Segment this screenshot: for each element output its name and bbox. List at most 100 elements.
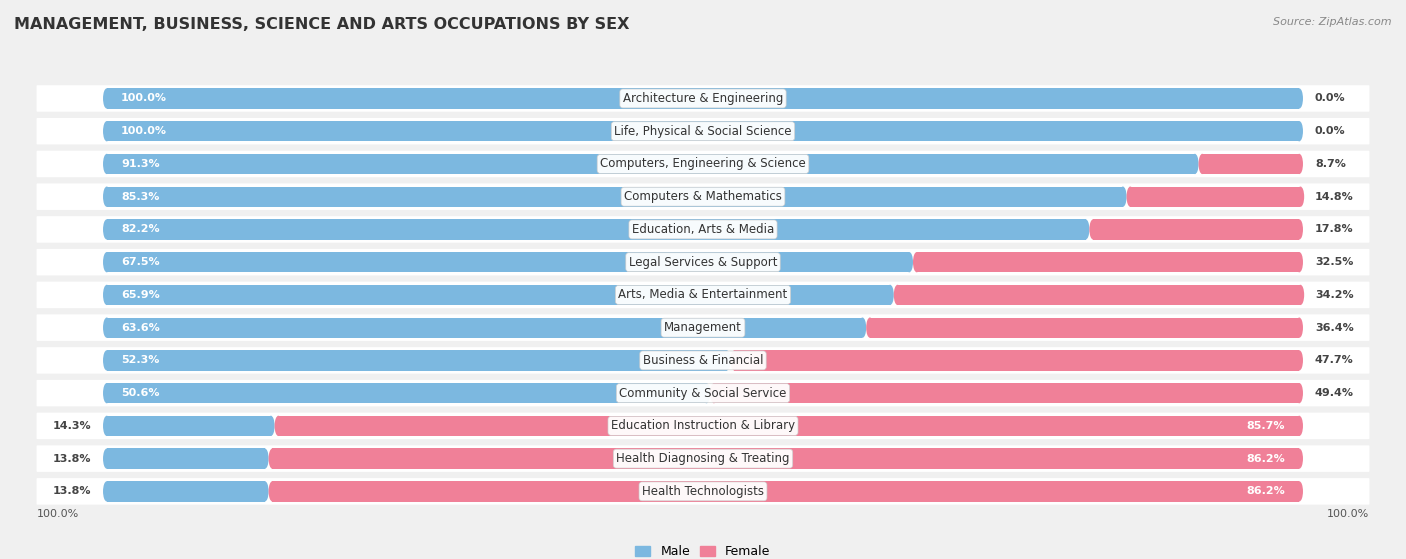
Bar	[107, 219, 1085, 240]
FancyBboxPatch shape	[37, 85, 1369, 112]
Circle shape	[269, 481, 276, 501]
Circle shape	[1191, 154, 1198, 174]
Circle shape	[1295, 88, 1303, 108]
Circle shape	[103, 187, 111, 207]
Circle shape	[859, 318, 866, 338]
FancyBboxPatch shape	[37, 151, 1369, 177]
Circle shape	[1295, 416, 1303, 436]
Text: 36.4%: 36.4%	[1315, 323, 1354, 333]
Bar	[107, 350, 727, 371]
Circle shape	[103, 252, 111, 272]
Text: 13.8%: 13.8%	[52, 453, 91, 463]
Circle shape	[1083, 219, 1090, 240]
Circle shape	[1296, 285, 1305, 305]
Circle shape	[1295, 252, 1303, 272]
FancyBboxPatch shape	[37, 249, 1369, 276]
Text: Health Technologists: Health Technologists	[643, 485, 763, 498]
Circle shape	[1295, 318, 1303, 338]
Text: 82.2%: 82.2%	[121, 224, 160, 234]
Text: 100.0%: 100.0%	[1327, 509, 1369, 519]
Text: 50.6%: 50.6%	[121, 388, 159, 398]
Bar	[714, 383, 1299, 403]
Text: Management: Management	[664, 321, 742, 334]
Text: 8.7%: 8.7%	[1315, 159, 1346, 169]
Circle shape	[723, 350, 731, 371]
Bar	[107, 187, 1123, 207]
Circle shape	[866, 318, 873, 338]
Circle shape	[912, 252, 921, 272]
Text: 85.7%: 85.7%	[1247, 421, 1285, 431]
FancyBboxPatch shape	[37, 446, 1369, 472]
Circle shape	[710, 383, 717, 403]
Circle shape	[269, 448, 276, 469]
Text: 100.0%: 100.0%	[121, 93, 167, 103]
Circle shape	[103, 350, 111, 371]
Circle shape	[1295, 350, 1303, 371]
Circle shape	[905, 252, 912, 272]
Text: Computers & Mathematics: Computers & Mathematics	[624, 190, 782, 203]
Circle shape	[103, 448, 111, 469]
FancyBboxPatch shape	[37, 478, 1369, 505]
FancyBboxPatch shape	[37, 118, 1369, 144]
Circle shape	[103, 383, 111, 403]
Bar	[107, 88, 1299, 108]
Text: 14.3%: 14.3%	[52, 421, 91, 431]
Bar	[107, 154, 1195, 174]
Circle shape	[103, 88, 111, 108]
Circle shape	[103, 219, 111, 240]
Bar	[107, 448, 264, 469]
Text: 47.7%: 47.7%	[1315, 356, 1354, 366]
Bar	[273, 448, 1299, 469]
Bar	[107, 416, 271, 436]
Bar	[870, 318, 1299, 338]
Circle shape	[1295, 481, 1303, 501]
Text: 67.5%: 67.5%	[121, 257, 160, 267]
FancyBboxPatch shape	[37, 282, 1369, 308]
Text: Community & Social Service: Community & Social Service	[619, 387, 787, 400]
Circle shape	[731, 350, 738, 371]
Bar	[107, 318, 862, 338]
Text: 0.0%: 0.0%	[1315, 93, 1346, 103]
Bar	[897, 285, 1301, 305]
Text: 17.8%: 17.8%	[1315, 224, 1354, 234]
Text: Business & Financial: Business & Financial	[643, 354, 763, 367]
FancyBboxPatch shape	[37, 216, 1369, 243]
Circle shape	[267, 416, 274, 436]
Circle shape	[1296, 187, 1305, 207]
Bar	[107, 121, 1299, 141]
Circle shape	[103, 285, 111, 305]
Bar	[1092, 219, 1299, 240]
Circle shape	[274, 416, 283, 436]
Text: 100.0%: 100.0%	[121, 126, 167, 136]
Circle shape	[103, 416, 111, 436]
Text: 86.2%: 86.2%	[1246, 486, 1285, 496]
Text: Education, Arts & Media: Education, Arts & Media	[631, 223, 775, 236]
Circle shape	[1119, 187, 1126, 207]
Text: 65.9%: 65.9%	[121, 290, 160, 300]
Text: 100.0%: 100.0%	[37, 509, 79, 519]
FancyBboxPatch shape	[37, 413, 1369, 439]
Text: Arts, Media & Entertainment: Arts, Media & Entertainment	[619, 288, 787, 301]
Bar	[107, 252, 910, 272]
Circle shape	[103, 154, 111, 174]
Text: 52.3%: 52.3%	[121, 356, 159, 366]
Bar	[1130, 187, 1301, 207]
Text: 34.2%: 34.2%	[1315, 290, 1354, 300]
Bar	[107, 285, 890, 305]
Text: 91.3%: 91.3%	[121, 159, 160, 169]
Text: MANAGEMENT, BUSINESS, SCIENCE AND ARTS OCCUPATIONS BY SEX: MANAGEMENT, BUSINESS, SCIENCE AND ARTS O…	[14, 17, 630, 32]
Bar	[107, 481, 264, 501]
Bar	[917, 252, 1299, 272]
Circle shape	[103, 318, 111, 338]
FancyBboxPatch shape	[37, 380, 1369, 406]
Text: Life, Physical & Social Science: Life, Physical & Social Science	[614, 125, 792, 138]
Circle shape	[1295, 448, 1303, 469]
Circle shape	[1295, 154, 1303, 174]
FancyBboxPatch shape	[37, 347, 1369, 373]
Text: 49.4%: 49.4%	[1315, 388, 1354, 398]
Text: Legal Services & Support: Legal Services & Support	[628, 255, 778, 269]
Text: 32.5%: 32.5%	[1315, 257, 1354, 267]
Circle shape	[894, 285, 901, 305]
Bar	[734, 350, 1299, 371]
Circle shape	[886, 285, 894, 305]
